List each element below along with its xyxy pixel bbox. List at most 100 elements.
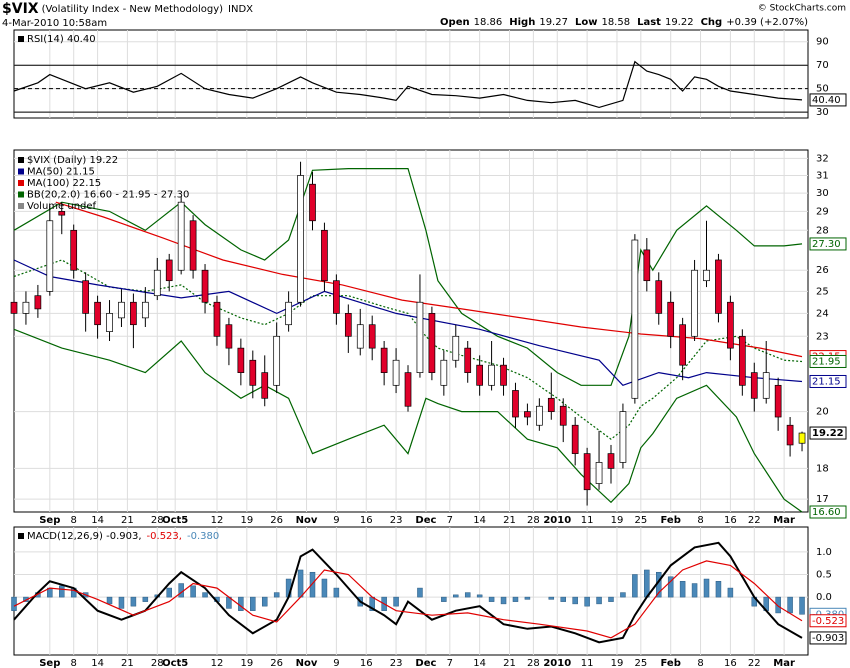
x-tick-label: 21 bbox=[503, 658, 516, 668]
y-tick-label: 20 bbox=[816, 407, 829, 418]
candle-body bbox=[10, 301, 18, 314]
quote-value: 19.27 bbox=[539, 17, 568, 28]
quote-value: 19.22 bbox=[665, 17, 694, 28]
candle-body bbox=[750, 372, 758, 399]
candle-body bbox=[321, 229, 328, 282]
candle-body bbox=[655, 280, 663, 314]
y-tick-label: 26 bbox=[816, 265, 829, 276]
histogram-bar bbox=[488, 596, 495, 602]
y-tick-label: 23 bbox=[816, 331, 829, 342]
candle-body bbox=[536, 405, 543, 426]
legend-label: MACD(12,26,9) -0.903, bbox=[27, 531, 142, 542]
candle-body bbox=[738, 335, 746, 386]
candle-body bbox=[464, 347, 472, 373]
histogram-bar bbox=[608, 596, 614, 602]
x-tick-label: Sep bbox=[39, 515, 60, 526]
candle-body bbox=[392, 359, 400, 386]
histogram-bar bbox=[309, 571, 316, 598]
x-tick-label: 23 bbox=[390, 515, 403, 526]
x-tick-label: 14 bbox=[91, 515, 104, 526]
histogram-bar bbox=[596, 596, 602, 605]
quote-label: Open bbox=[440, 17, 470, 28]
y-tick-label: 0.5 bbox=[816, 569, 832, 580]
x-tick-label: 9 bbox=[333, 515, 339, 526]
histogram-bar bbox=[202, 592, 208, 598]
candle-body bbox=[261, 372, 269, 399]
last-value-label: 21.95 bbox=[812, 356, 841, 367]
x-tick-label: 8 bbox=[697, 658, 703, 668]
x-tick-label: 2010 bbox=[543, 658, 571, 668]
candle-body bbox=[380, 347, 388, 373]
moving-average bbox=[13, 259, 803, 386]
histogram-bar bbox=[297, 569, 304, 598]
candle-body bbox=[512, 390, 519, 418]
candle-body bbox=[177, 201, 185, 271]
histogram-bar bbox=[500, 596, 507, 605]
candle-body bbox=[356, 324, 364, 349]
histogram-bar bbox=[250, 596, 256, 611]
candle-body bbox=[285, 301, 292, 326]
candle-body bbox=[547, 397, 555, 412]
candle-body bbox=[559, 405, 567, 426]
legend-swatch bbox=[18, 36, 24, 42]
x-tick-label: 21 bbox=[121, 515, 134, 526]
x-tick-label: 26 bbox=[270, 658, 283, 668]
legend-swatch bbox=[18, 203, 24, 209]
x-tick-label: 16 bbox=[724, 658, 737, 668]
panel bbox=[13, 526, 809, 656]
x-tick-label: 28 bbox=[527, 515, 540, 526]
header-datetime: 4-Mar-2010 10:58am bbox=[2, 18, 107, 29]
quote-value: +0.39 (+2.07%) bbox=[726, 17, 808, 28]
x-tick-label: Oct5 bbox=[162, 515, 188, 526]
panel bbox=[13, 29, 809, 119]
candle-body bbox=[691, 269, 698, 337]
x-tick-label: 14 bbox=[473, 515, 486, 526]
last-value-label: -0.903 bbox=[812, 633, 844, 644]
x-tick-label: 14 bbox=[473, 658, 486, 668]
candle-body bbox=[715, 259, 722, 314]
histogram-bar bbox=[166, 587, 172, 598]
y-tick-label: 70 bbox=[816, 60, 829, 71]
header-title: $VIX (Volatility Index - New Methodology)… bbox=[2, 1, 253, 17]
candle-body bbox=[237, 347, 245, 373]
legend-label: -0.523, bbox=[147, 531, 182, 542]
candle-body bbox=[428, 313, 436, 373]
candle-body bbox=[571, 424, 579, 454]
candle-body bbox=[798, 432, 806, 444]
x-tick-label: Oct5 bbox=[162, 658, 188, 668]
x-tick-label: 11 bbox=[581, 515, 594, 526]
quote: Open 18.86 High 19.27 Low 18.58 Last 19.22 Chg +0… bbox=[440, 17, 808, 28]
quote-label: Last bbox=[637, 17, 661, 28]
y-tick-label: 90 bbox=[816, 37, 829, 48]
x-tick-label: Sep bbox=[39, 658, 60, 668]
histogram-bar bbox=[644, 569, 650, 598]
candle-body bbox=[416, 301, 424, 373]
candle-body bbox=[70, 229, 78, 271]
candle-body bbox=[476, 364, 484, 386]
legend-label: BB(20,2.0) 16.60 - 21.95 - 27.30 bbox=[27, 190, 189, 201]
histogram-bar bbox=[333, 587, 340, 598]
histogram-bar bbox=[178, 583, 184, 598]
candle-body bbox=[607, 453, 615, 469]
histogram-bar bbox=[512, 596, 519, 602]
y-tick-label: 0.0 bbox=[816, 592, 832, 603]
candle-body bbox=[118, 301, 125, 319]
quote-value: 18.86 bbox=[474, 17, 503, 28]
y-tick-label: 28 bbox=[816, 225, 829, 236]
candle-body bbox=[34, 295, 42, 310]
histogram-bar bbox=[620, 592, 626, 598]
candle-body bbox=[762, 372, 770, 399]
legend-label: MA(50) 21.15 bbox=[27, 167, 95, 178]
y-tick-label: 1.0 bbox=[816, 547, 832, 558]
x-tick-label: 28 bbox=[151, 515, 164, 526]
x-tick-label: 19 bbox=[240, 658, 253, 668]
histogram-bar bbox=[441, 596, 447, 602]
x-tick-label: 22 bbox=[748, 515, 761, 526]
candle-body bbox=[46, 220, 54, 292]
quote-label: Low bbox=[575, 17, 597, 28]
x-tick-label: 7 bbox=[447, 658, 453, 668]
candle-body bbox=[273, 335, 281, 386]
candle-body bbox=[452, 335, 460, 361]
candle-body bbox=[727, 301, 734, 349]
